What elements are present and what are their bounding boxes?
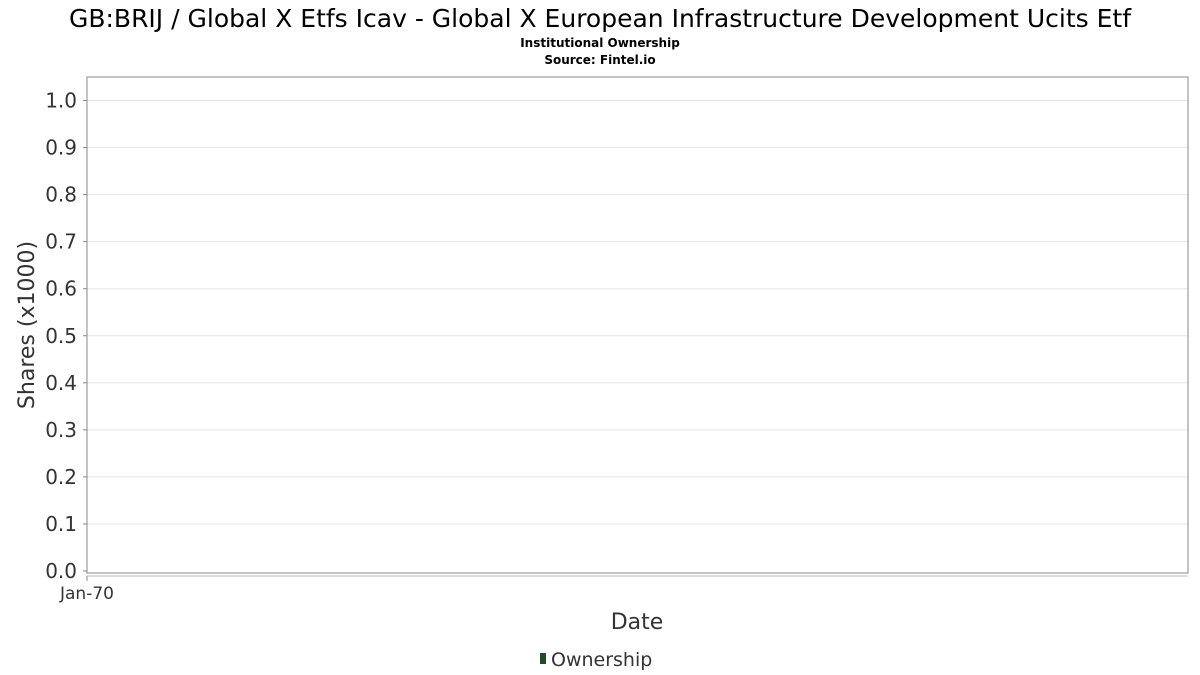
x-axis-label: Date	[611, 610, 664, 635]
y-tick-label: 0.4	[45, 371, 77, 395]
chart-subtitle-line-1: Institutional Ownership	[520, 36, 680, 50]
y-tick-label: 0.9	[45, 136, 77, 160]
x-tick-labels: Jan-70	[59, 576, 114, 604]
y-gridlines	[87, 100, 1188, 525]
y-tick-label: 1.0	[45, 89, 77, 113]
legend-ownership-swatch	[540, 653, 546, 664]
plot-area-border	[86, 76, 1189, 574]
y-tick-label: 0.7	[45, 230, 77, 254]
y-tick-label: 0.3	[45, 418, 77, 442]
x-tick-label: Jan-70	[59, 584, 114, 604]
y-tick-label: 0.6	[45, 277, 77, 301]
y-tick-label: 0.2	[45, 465, 77, 489]
chart-subtitle-line-2: Source: Fintel.io	[544, 53, 655, 67]
y-axis-label: Shares (x1000)	[15, 241, 40, 409]
chart-title: GB:BRIJ / Global X Etfs Icav - Global X …	[69, 4, 1132, 33]
y-tick-label: 0.1	[45, 512, 77, 536]
y-tick-labels: 0.0 0.1 0.2 0.3 0.4 0.5 0.6 0.7 0.8 0.9 1.0	[45, 89, 87, 583]
y-tick-label: 0.8	[45, 183, 77, 207]
y-tick-label: 0.5	[45, 324, 77, 348]
y-tick-label: 0.0	[45, 559, 77, 583]
legend-ownership-label: Ownership	[551, 649, 652, 671]
